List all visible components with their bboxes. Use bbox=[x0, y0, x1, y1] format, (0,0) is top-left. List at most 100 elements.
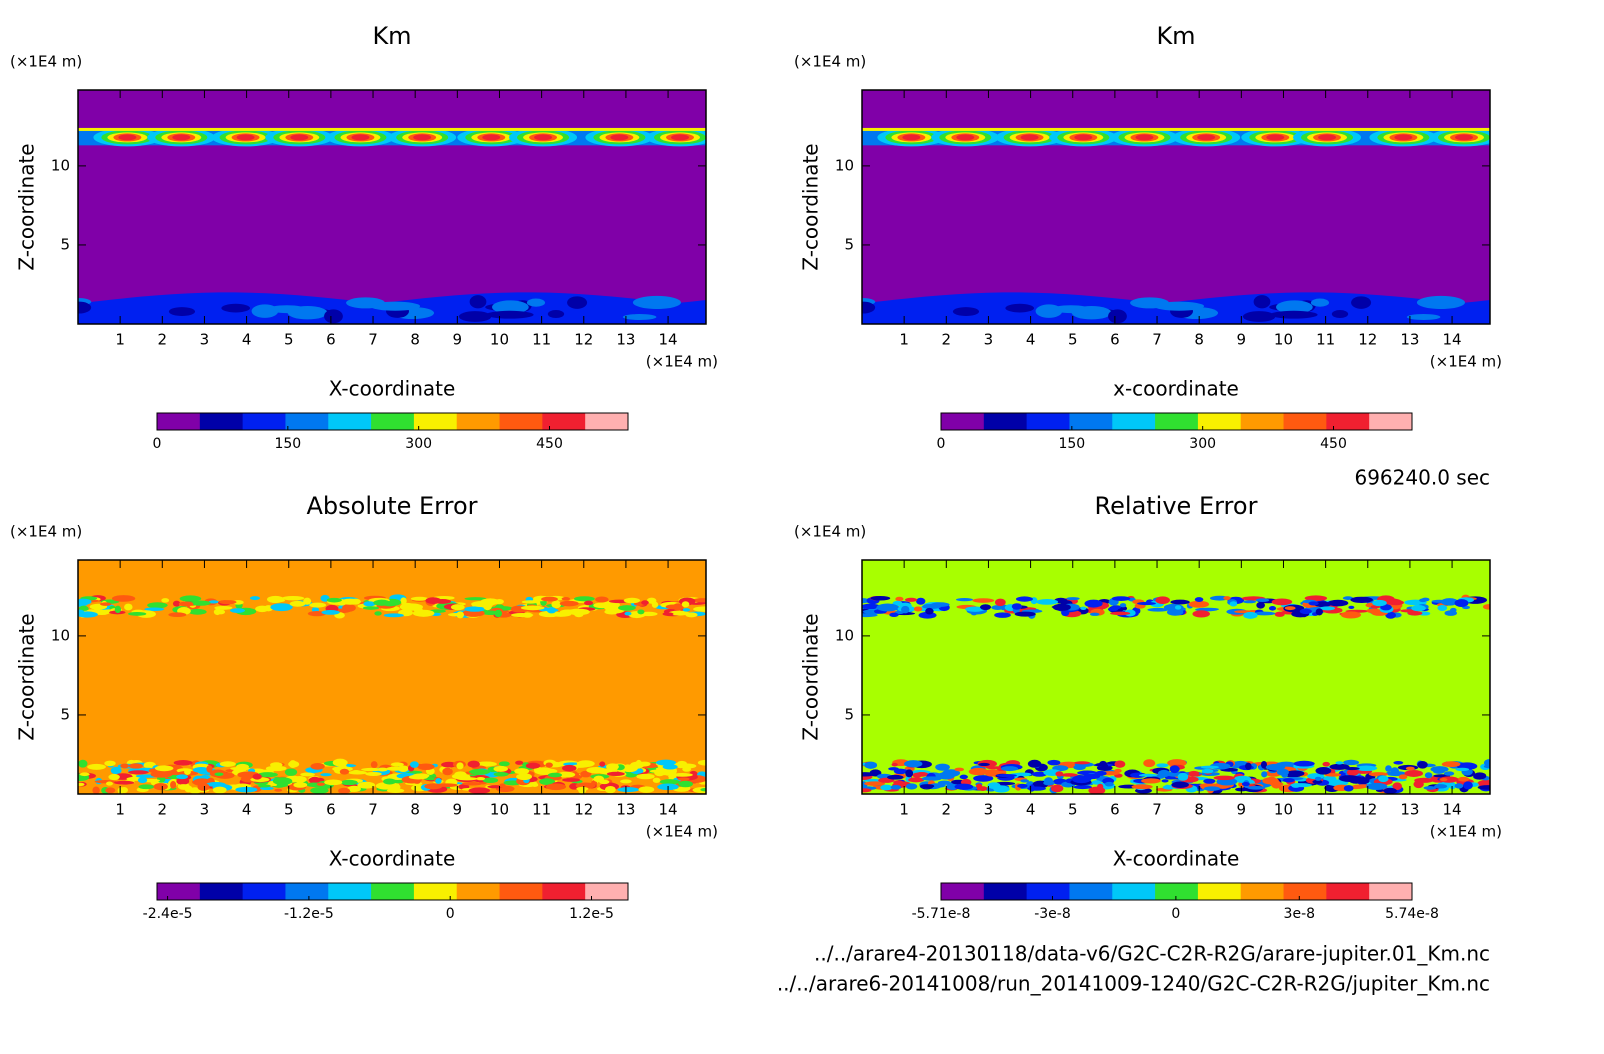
x-tick-label: 11 bbox=[1316, 801, 1335, 819]
contour-blob bbox=[1342, 596, 1354, 600]
contour-blob bbox=[456, 777, 478, 781]
contour-blob bbox=[309, 602, 327, 608]
contour-blob bbox=[339, 598, 361, 605]
x-unit: (×1E4 m) bbox=[1430, 823, 1502, 841]
contour-blob bbox=[1130, 772, 1147, 778]
contour-blob bbox=[1119, 603, 1127, 608]
contour-blob bbox=[905, 597, 918, 602]
contour-blob bbox=[184, 768, 191, 775]
contour-blob bbox=[147, 602, 168, 609]
contour-blob bbox=[638, 761, 651, 767]
contour-blob bbox=[494, 609, 503, 618]
contour-blob bbox=[1378, 775, 1389, 783]
contour-blob bbox=[1073, 785, 1093, 790]
contour-blob bbox=[1051, 605, 1070, 609]
contour-blob bbox=[595, 596, 609, 603]
contour-blob bbox=[365, 771, 382, 777]
contour-blob bbox=[1110, 611, 1131, 616]
x-tick-label: 4 bbox=[1026, 801, 1036, 819]
contour-blob bbox=[168, 307, 196, 317]
contour-blob bbox=[114, 605, 122, 614]
x-tick-label: 9 bbox=[1237, 331, 1247, 349]
contour-blob bbox=[272, 777, 293, 785]
contour-blob bbox=[118, 134, 137, 141]
contour-blob bbox=[1131, 784, 1153, 790]
x-tick-label: 12 bbox=[1358, 331, 1377, 349]
x-tick-label: 6 bbox=[1110, 801, 1120, 819]
contour-blob bbox=[1143, 759, 1156, 768]
x-tick-label: 12 bbox=[574, 331, 593, 349]
colorbar-segment bbox=[285, 883, 329, 900]
contour-blob bbox=[413, 779, 421, 784]
contour-blob bbox=[952, 307, 980, 317]
colorbar-segment bbox=[1112, 883, 1156, 900]
contour-blob bbox=[902, 134, 921, 141]
contour-blob bbox=[576, 786, 589, 791]
contour-blob bbox=[956, 134, 975, 141]
x-tick-label: 14 bbox=[659, 331, 678, 349]
contour-blob bbox=[1154, 301, 1205, 311]
contour-blob bbox=[128, 770, 149, 775]
contour-blob bbox=[620, 779, 632, 784]
contour-blob bbox=[1161, 779, 1169, 783]
contour-blob bbox=[1260, 760, 1268, 769]
contour-blob bbox=[485, 310, 534, 319]
contour-blob bbox=[959, 774, 968, 780]
contour-blob bbox=[541, 596, 558, 602]
contour-blob bbox=[425, 597, 442, 605]
contour-blob bbox=[491, 300, 529, 314]
contour-blob bbox=[870, 596, 891, 601]
contour-blob bbox=[400, 597, 407, 605]
contour-blob bbox=[1454, 783, 1464, 789]
contour-blob bbox=[176, 777, 190, 785]
contour-blob bbox=[576, 760, 595, 768]
contour-blob bbox=[1201, 768, 1214, 774]
x-tick-label: 10 bbox=[490, 801, 509, 819]
contour-blob bbox=[271, 598, 280, 603]
x-tick-label: 10 bbox=[490, 331, 509, 349]
contour-blob bbox=[908, 777, 925, 783]
colorbar-segment bbox=[456, 883, 501, 900]
x-tick-label: 3 bbox=[984, 801, 994, 819]
file-path: ../../arare4-20130118/data-v6/G2C-C2R-R2… bbox=[814, 942, 1490, 966]
contour-blob bbox=[905, 783, 918, 790]
contour-blob bbox=[110, 766, 122, 775]
colorbar-tick-label: 1.2e-5 bbox=[569, 906, 614, 922]
contour-blob bbox=[1066, 597, 1080, 601]
contour-blob bbox=[498, 761, 510, 767]
contour-blob bbox=[1027, 786, 1046, 791]
contour-blob bbox=[1477, 785, 1490, 790]
x-tick-label: 13 bbox=[616, 331, 635, 349]
contour-blob bbox=[573, 596, 595, 602]
y-axis-label: Z-coordinate bbox=[799, 143, 823, 270]
contour-field bbox=[78, 90, 706, 324]
contour-blob bbox=[891, 762, 898, 767]
contour-blob bbox=[1343, 759, 1360, 766]
contour-blob bbox=[1203, 778, 1216, 784]
contour-blob bbox=[1366, 782, 1388, 791]
contour-blob bbox=[1051, 305, 1090, 314]
contour-blob bbox=[320, 773, 332, 777]
contour-blob bbox=[1241, 782, 1250, 787]
contour-blob bbox=[324, 779, 343, 786]
plot-frame bbox=[861, 559, 1491, 795]
contour-blob bbox=[1406, 313, 1441, 321]
contour-blob bbox=[539, 778, 556, 785]
contour-blob bbox=[1430, 766, 1449, 773]
contour-blob bbox=[1281, 772, 1288, 778]
x-tick-label: 14 bbox=[1443, 801, 1462, 819]
contour-blob bbox=[672, 603, 684, 611]
contour-blob bbox=[137, 777, 148, 784]
colorbar-segment bbox=[1240, 883, 1285, 900]
contour-blob bbox=[671, 134, 690, 141]
contour-blob bbox=[192, 766, 210, 773]
colorbar-segment bbox=[157, 413, 201, 430]
contour-blob bbox=[410, 761, 419, 768]
x-tick-label: 8 bbox=[410, 331, 420, 349]
contour-blob bbox=[1188, 770, 1200, 777]
contour-blob bbox=[214, 605, 233, 610]
colorbar-segment bbox=[413, 883, 458, 900]
contour-blob bbox=[161, 598, 170, 603]
contour-blob bbox=[520, 605, 545, 611]
